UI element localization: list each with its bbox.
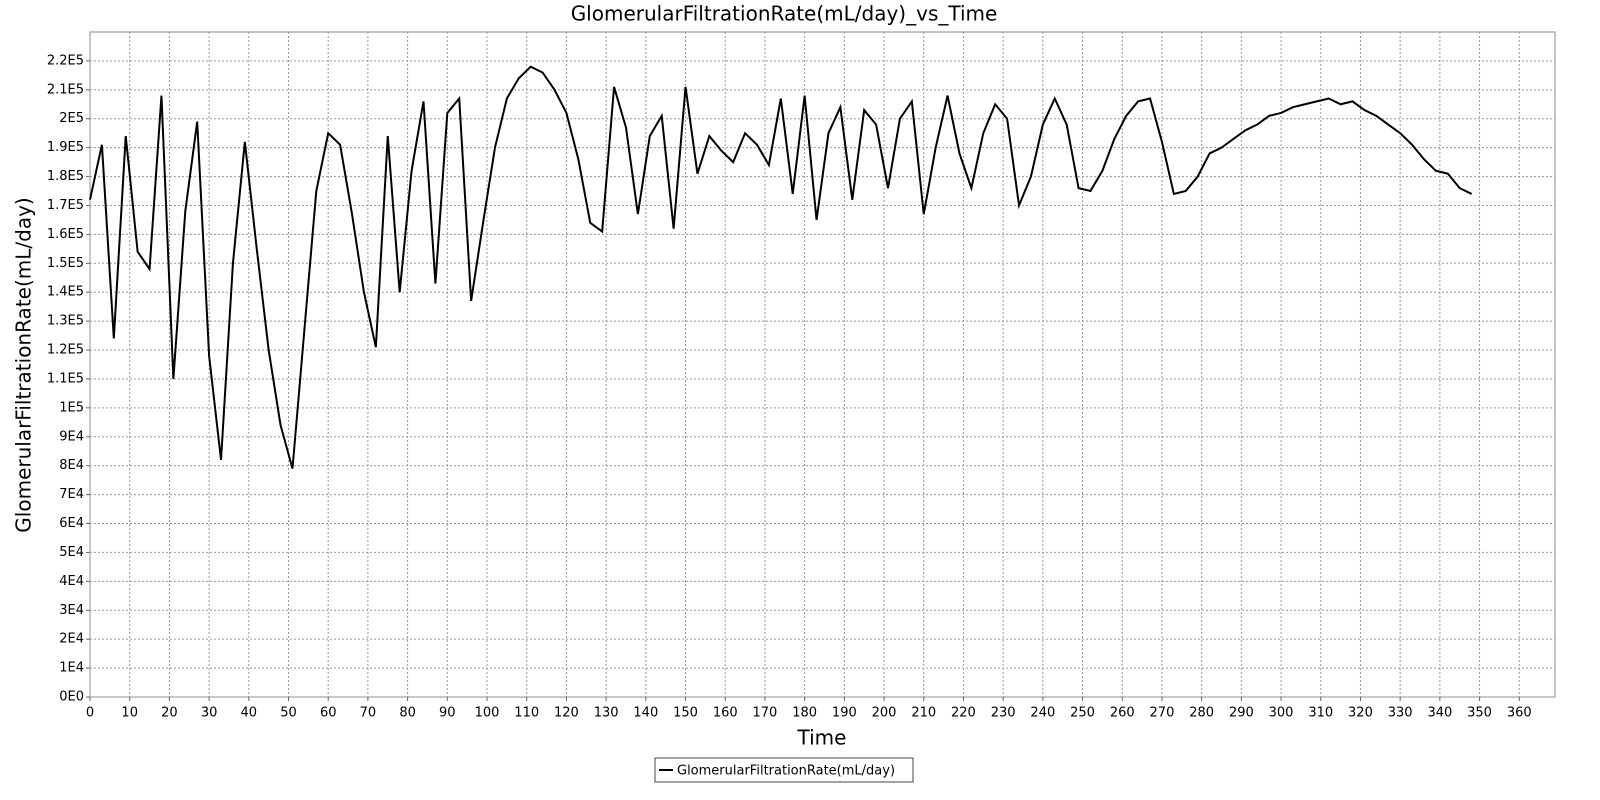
x-tick-label: 50 <box>280 706 297 721</box>
x-tick-label: 40 <box>241 706 258 721</box>
x-tick-label: 240 <box>1030 706 1055 721</box>
y-tick-label: 1.6E5 <box>47 227 84 242</box>
legend-box <box>654 757 914 783</box>
x-tick-label: 340 <box>1427 706 1452 721</box>
chart-title: GlomerularFiltrationRate(mL/day)_vs_Time <box>571 2 998 26</box>
x-tick-label: 20 <box>161 706 178 721</box>
y-tick-label: 1E4 <box>59 661 84 676</box>
y-tick-label: 2.1E5 <box>47 82 84 97</box>
y-tick-label: 2E4 <box>59 632 84 647</box>
x-tick-label: 110 <box>514 706 539 721</box>
x-tick-label: 230 <box>991 706 1016 721</box>
x-tick-label: 330 <box>1388 706 1413 721</box>
x-tick-label: 70 <box>360 706 377 721</box>
y-tick-label: 1.8E5 <box>47 169 84 184</box>
x-tick-label: 210 <box>911 706 936 721</box>
x-tick-label: 100 <box>475 706 500 721</box>
x-tick-label: 350 <box>1467 706 1492 721</box>
y-tick-label: 1.3E5 <box>47 314 84 329</box>
x-tick-label: 130 <box>594 706 619 721</box>
x-tick-label: 300 <box>1269 706 1294 721</box>
x-tick-label: 280 <box>1189 706 1214 721</box>
y-tick-label: 1E5 <box>59 400 84 415</box>
x-tick-label: 90 <box>439 706 456 721</box>
x-tick-label: 190 <box>832 706 857 721</box>
x-tick-label: 80 <box>399 706 416 721</box>
y-tick-label: 2.2E5 <box>47 53 84 68</box>
y-tick-label: 1.1E5 <box>47 371 84 386</box>
y-tick-label: 1.4E5 <box>47 285 84 300</box>
x-tick-label: 270 <box>1150 706 1175 721</box>
x-tick-label: 250 <box>1070 706 1095 721</box>
x-tick-label: 0 <box>86 706 94 721</box>
y-tick-label: 8E4 <box>59 458 84 473</box>
y-tick-label: 6E4 <box>59 516 84 531</box>
y-tick-label: 2E5 <box>59 111 84 126</box>
x-tick-label: 360 <box>1507 706 1532 721</box>
y-axis-label: GlomerularFiltrationRate(mL/day) <box>12 197 36 532</box>
y-tick-label: 1.9E5 <box>47 140 84 155</box>
y-tick-label: 0E0 <box>59 690 84 705</box>
x-tick-label: 290 <box>1229 706 1254 721</box>
y-tick-label: 9E4 <box>59 429 84 444</box>
x-tick-label: 160 <box>713 706 738 721</box>
x-tick-label: 140 <box>633 706 658 721</box>
y-tick-label: 5E4 <box>59 545 84 560</box>
x-tick-label: 220 <box>951 706 976 721</box>
x-tick-label: 60 <box>320 706 337 721</box>
x-axis-label: Time <box>797 726 847 750</box>
x-tick-label: 10 <box>121 706 138 721</box>
x-tick-label: 30 <box>201 706 218 721</box>
legend-label: GlomerularFiltrationRate(mL/day) <box>677 764 895 779</box>
x-tick-label: 120 <box>554 706 579 721</box>
x-tick-label: 320 <box>1348 706 1373 721</box>
x-tick-label: 260 <box>1110 706 1135 721</box>
y-tick-label: 7E4 <box>59 487 84 502</box>
x-tick-label: 310 <box>1308 706 1333 721</box>
y-tick-label: 1.7E5 <box>47 198 84 213</box>
x-tick-label: 180 <box>792 706 817 721</box>
plot-area <box>89 31 1556 698</box>
x-tick-label: 150 <box>673 706 698 721</box>
y-tick-label: 1.5E5 <box>47 256 84 271</box>
x-tick-label: 200 <box>872 706 897 721</box>
y-tick-label: 3E4 <box>59 603 84 618</box>
y-tick-label: 1.2E5 <box>47 343 84 358</box>
x-tick-label: 170 <box>753 706 778 721</box>
data-line <box>89 65 1473 469</box>
y-tick-label: 4E4 <box>59 574 84 589</box>
